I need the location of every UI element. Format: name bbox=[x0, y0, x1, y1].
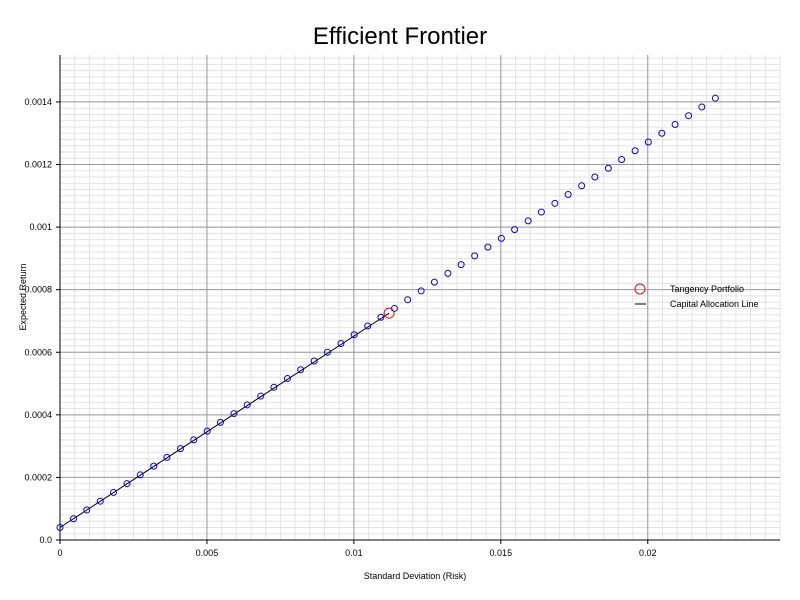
x-axis-ticks: 0 0.005 0.01 0.015 0.02 bbox=[57, 540, 657, 558]
legend: Tangency Portfolio Capital Allocation Li… bbox=[634, 283, 759, 309]
efficient-frontier-points bbox=[56, 94, 719, 531]
frontier-point bbox=[337, 339, 345, 347]
frontier-point bbox=[618, 156, 626, 164]
frontier-point bbox=[310, 357, 318, 365]
frontier-point bbox=[404, 296, 412, 304]
y-tick-label: 0.0002 bbox=[24, 472, 52, 482]
frontier-point bbox=[216, 418, 224, 426]
frontier-point bbox=[430, 278, 438, 286]
frontier-point bbox=[176, 445, 184, 453]
frontier-point bbox=[270, 383, 278, 391]
frontier-point bbox=[150, 462, 158, 470]
frontier-point bbox=[631, 147, 639, 155]
frontier-point bbox=[136, 471, 144, 479]
frontier-point bbox=[524, 217, 532, 225]
frontier-point bbox=[578, 182, 586, 190]
frontier-point bbox=[230, 410, 238, 418]
frontier-point bbox=[698, 103, 706, 111]
frontier-point bbox=[350, 331, 358, 339]
frontier-point bbox=[56, 523, 64, 531]
frontier-point bbox=[658, 129, 666, 137]
frontier-point bbox=[551, 199, 559, 207]
frontier-point bbox=[671, 120, 679, 128]
frontier-point bbox=[444, 269, 452, 277]
frontier-point bbox=[243, 401, 251, 409]
x-tick-label: 0.02 bbox=[639, 548, 657, 558]
y-tick-label: 0.001 bbox=[29, 222, 52, 232]
x-axis-label: Standard Deviation (Risk) bbox=[364, 571, 467, 581]
x-tick-label: 0.005 bbox=[196, 548, 219, 558]
frontier-point bbox=[257, 392, 265, 400]
y-tick-label: 0.0008 bbox=[24, 285, 52, 295]
frontier-point bbox=[511, 226, 519, 234]
frontier-point bbox=[109, 488, 117, 496]
y-axis-label: Expected Return bbox=[18, 263, 28, 330]
frontier-point bbox=[377, 313, 385, 321]
cal-line-segment bbox=[59, 312, 390, 528]
legend-tangency-label: Tangency Portfolio bbox=[670, 284, 744, 294]
y-tick-label: 0.0014 bbox=[24, 97, 52, 107]
tangency-point bbox=[383, 307, 395, 319]
frontier-point bbox=[471, 252, 479, 260]
frontier-point bbox=[297, 366, 305, 374]
frontier-point bbox=[644, 138, 652, 146]
legend-cal-label: Capital Allocation Line bbox=[670, 299, 759, 309]
y-tick-label: 0.0006 bbox=[24, 347, 52, 357]
frontier-point bbox=[537, 208, 545, 216]
frontier-point bbox=[190, 436, 198, 444]
y-tick-label: 0.0 bbox=[39, 535, 52, 545]
frontier-point bbox=[497, 234, 505, 242]
frontier-point bbox=[163, 453, 171, 461]
tangency-portfolio bbox=[383, 307, 395, 319]
x-tick-label: 0.01 bbox=[345, 548, 363, 558]
frontier-point bbox=[203, 427, 211, 435]
y-tick-label: 0.0004 bbox=[24, 410, 52, 420]
frontier-point bbox=[96, 497, 104, 505]
frontier-point bbox=[711, 94, 719, 102]
frontier-point bbox=[364, 322, 372, 330]
y-axis-ticks: 0.0 0.0002 0.0004 0.0006 0.0008 0.001 0.0012 0.… bbox=[24, 97, 60, 545]
frontier-point bbox=[564, 191, 572, 199]
frontier-point bbox=[417, 287, 425, 295]
frontier-point bbox=[457, 261, 465, 269]
frontier-point bbox=[591, 173, 599, 181]
frontier-point bbox=[283, 375, 291, 383]
frontier-point bbox=[604, 164, 612, 172]
frontier-point bbox=[70, 515, 78, 523]
capital-allocation-line bbox=[59, 312, 390, 528]
x-tick-label: 0.015 bbox=[490, 548, 513, 558]
y-tick-label: 0.0012 bbox=[24, 160, 52, 170]
x-tick-label: 0 bbox=[57, 548, 62, 558]
frontier-point bbox=[484, 243, 492, 251]
frontier-point bbox=[123, 480, 131, 488]
legend-tangency-marker bbox=[634, 283, 646, 295]
frontier-point bbox=[685, 112, 693, 120]
frontier-point bbox=[83, 506, 91, 514]
chart-title: Efficient Frontier bbox=[313, 23, 487, 50]
frontier-point bbox=[323, 348, 331, 356]
plot-area bbox=[60, 55, 780, 540]
